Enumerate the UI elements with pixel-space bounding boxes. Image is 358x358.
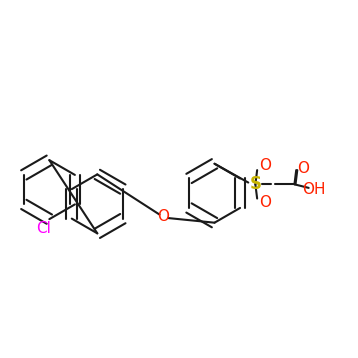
Text: S: S xyxy=(250,175,261,193)
Text: Cl: Cl xyxy=(37,221,52,236)
Text: O: O xyxy=(297,161,309,176)
Text: OH: OH xyxy=(302,182,326,197)
Text: O: O xyxy=(157,209,169,224)
Text: O: O xyxy=(259,195,271,210)
Text: O: O xyxy=(259,158,271,173)
